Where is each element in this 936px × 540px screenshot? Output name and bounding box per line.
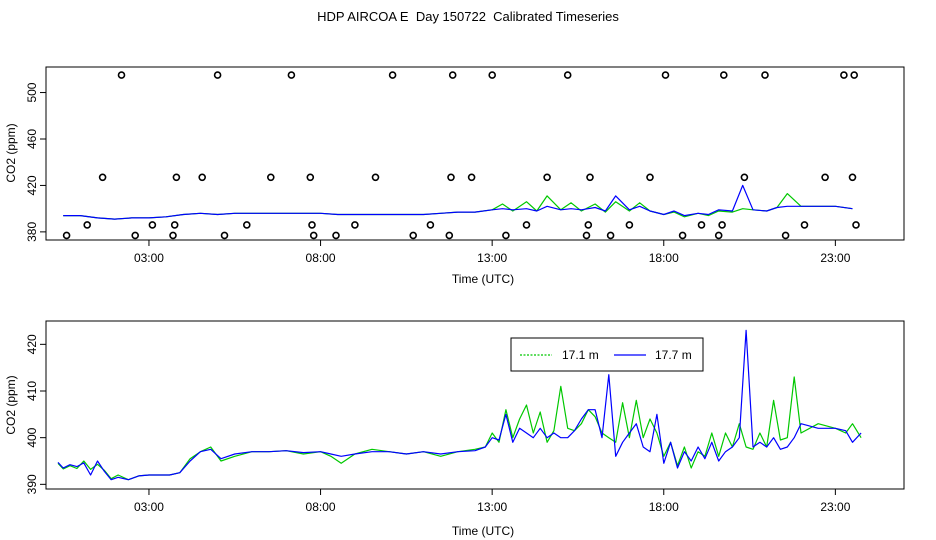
bottom-series-17-7-m — [57, 329, 862, 481]
top-data-point — [445, 231, 454, 240]
top-data-point — [447, 173, 455, 182]
bottom-series-17-1-m — [57, 376, 862, 481]
top-x-tick-label: 03:00 — [134, 251, 164, 265]
top-data-point — [586, 173, 594, 182]
top-data-point — [170, 221, 179, 229]
top-data-point — [213, 71, 222, 79]
top-series-17-7-m — [63, 184, 853, 220]
legend: 17.1 m 17.7 m — [510, 337, 704, 372]
top-data-point — [308, 221, 316, 229]
bottom-y-tick-label: 400 — [25, 427, 39, 447]
top-x-axis-label: Time (UTC) — [452, 272, 514, 286]
top-data-point — [678, 231, 687, 240]
top-data-point — [83, 221, 91, 229]
bottom-x-tick-label: 03:00 — [134, 500, 164, 514]
top-data-point — [409, 231, 418, 240]
bottom-y-axis-label: CO2 (ppm) — [4, 375, 18, 434]
top-x-tick-label: 23:00 — [820, 251, 850, 265]
top-data-point — [172, 173, 181, 182]
top-data-point — [220, 231, 229, 240]
top-data-point — [850, 71, 859, 79]
top-data-point — [467, 173, 476, 182]
top-data-point — [761, 71, 769, 79]
top-data-point — [426, 221, 435, 229]
top-data-point — [332, 231, 340, 240]
legend-label-17-7m: 17.7 m — [655, 348, 692, 362]
top-data-point — [781, 231, 790, 240]
bottom-x-axis-label: Time (UTC) — [452, 524, 514, 538]
top-panel: 03:00 08:00 13:00 18:00 23:00 380 420 460 500 Ti… — [4, 66, 905, 286]
top-data-point — [840, 71, 848, 79]
bottom-x-tick-label: 08:00 — [306, 500, 336, 514]
top-data-point — [563, 71, 572, 79]
top-data-point — [117, 71, 126, 79]
top-data-point — [131, 231, 139, 240]
top-x-tick-label: 13:00 — [477, 251, 507, 265]
bottom-y-tick-label: 390 — [25, 474, 39, 494]
top-data-point — [351, 221, 359, 229]
bottom-plot-frame — [45, 320, 905, 490]
top-data-point — [309, 231, 318, 240]
top-data-point — [740, 173, 749, 182]
top-data-point — [582, 231, 591, 240]
top-data-point — [388, 71, 397, 79]
top-data-point — [625, 221, 634, 229]
top-plot-frame — [45, 66, 905, 241]
top-data-point — [606, 231, 615, 240]
bottom-y-tick-label: 410 — [25, 381, 39, 401]
top-data-point — [543, 173, 551, 182]
top-data-point — [371, 173, 380, 182]
bottom-y-tick-label: 420 — [25, 334, 39, 354]
top-data-point — [198, 173, 206, 182]
top-data-point — [821, 173, 829, 182]
bottom-x-tick-label: 23:00 — [820, 500, 850, 514]
top-data-point — [522, 221, 531, 229]
bottom-x-tick-label: 13:00 — [477, 500, 507, 514]
top-data-point — [488, 71, 497, 79]
top-y-tick-label: 500 — [25, 82, 39, 102]
top-data-point — [718, 221, 726, 229]
top-data-point — [714, 231, 723, 240]
top-y-axis-label: CO2 (ppm) — [4, 123, 18, 182]
top-data-point — [848, 173, 857, 182]
top-data-point — [502, 231, 510, 240]
top-data-point — [646, 173, 654, 182]
top-data-point — [169, 231, 177, 240]
chart-title: HDP AIRCOA E Day 150722 Calibrated Times… — [317, 9, 619, 24]
bottom-panel: 03:00 08:00 13:00 18:00 23:00 390 400 410 420 Ti… — [4, 320, 905, 538]
top-data-point — [800, 221, 809, 229]
top-data-point — [266, 173, 275, 182]
top-data-point — [98, 173, 107, 182]
top-data-point — [148, 221, 157, 229]
top-data-point — [62, 231, 71, 240]
top-y-tick-label: 460 — [25, 129, 39, 149]
bottom-x-tick-label: 18:00 — [649, 500, 679, 514]
top-data-point — [661, 71, 670, 79]
top-x-tick-label: 18:00 — [649, 251, 679, 265]
top-data-point — [243, 221, 251, 229]
top-data-point — [697, 221, 706, 229]
top-data-point — [584, 221, 593, 229]
top-data-point — [306, 173, 315, 182]
top-data-point — [719, 71, 728, 79]
top-data-point — [448, 71, 457, 79]
top-y-tick-label: 420 — [25, 175, 39, 195]
legend-label-17-1m: 17.1 m — [562, 348, 599, 362]
top-x-tick-label: 08:00 — [306, 251, 336, 265]
top-y-tick-label: 380 — [25, 222, 39, 242]
top-data-point — [852, 221, 860, 229]
top-data-point — [287, 71, 296, 79]
